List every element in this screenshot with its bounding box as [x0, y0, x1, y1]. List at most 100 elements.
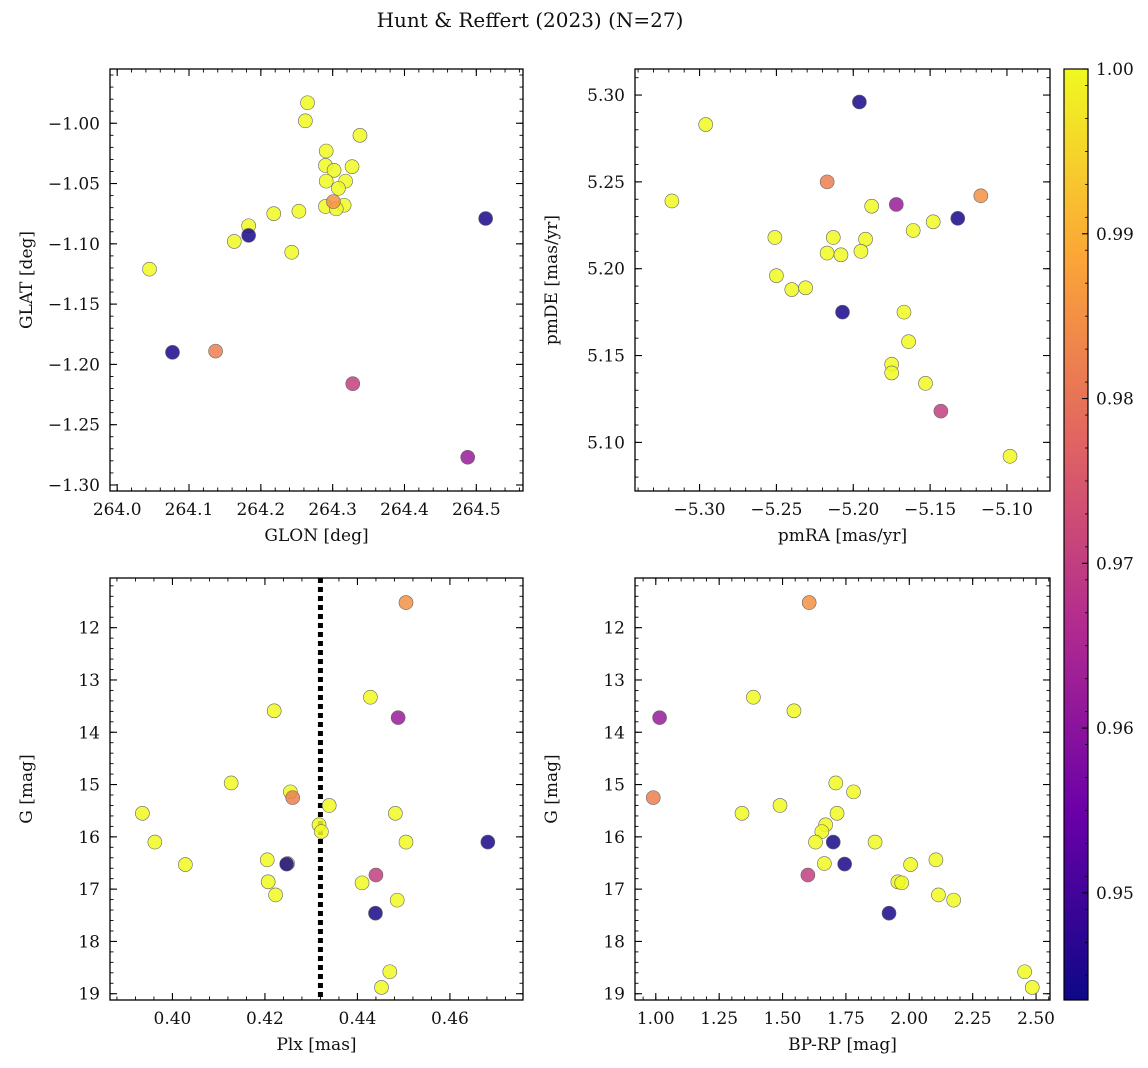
x-tick-label: 1.25 [700, 1009, 738, 1029]
x-axis-label: GLON [deg] [264, 526, 368, 546]
scatter-point [279, 856, 294, 872]
scatter-point [833, 247, 849, 263]
y-tick-label: 14 [603, 723, 625, 743]
scatter-point [390, 710, 406, 725]
scatter-point [800, 867, 816, 883]
y-tick-label: 5.10 [587, 433, 625, 453]
figure-title: Hunt & Reffert (2023) (N=27) [377, 8, 684, 32]
x-tick-label: 264.5 [452, 500, 501, 520]
scatter-point [808, 834, 823, 850]
y-tick-label: 19 [603, 985, 625, 1005]
scatter-point [846, 784, 861, 800]
colorbar-tick-label: 0.95 [1096, 884, 1134, 904]
panel-pmra-pmde: −5.30 −5.25 −5.20 −5.15 −5.10 5.10 5.15 5.20 5.2… [542, 68, 1051, 546]
y-tick-label: −1.15 [48, 295, 100, 315]
scatter-point [896, 304, 912, 320]
x-tick-label: −5.30 [674, 500, 726, 520]
scatter-point [300, 95, 315, 111]
scatter-point [142, 261, 157, 277]
x-tick-label: 1.75 [827, 1009, 865, 1029]
y-tick-label: −1.05 [48, 175, 100, 195]
scatter-point [928, 852, 944, 868]
scatter-series [645, 595, 1040, 995]
y-tick-label: 5.20 [587, 260, 625, 280]
y-tick-label: 5.30 [587, 86, 625, 106]
scatter-point [905, 223, 921, 238]
scatter-point [291, 203, 307, 219]
y-tick-label: 18 [78, 932, 100, 952]
y-tick-label: 19 [78, 985, 100, 1005]
x-tick-label: 0.46 [431, 1009, 469, 1029]
scatter-point [888, 197, 904, 212]
y-tick-label: 12 [603, 619, 625, 639]
scatter-point [165, 345, 180, 360]
x-axis-label: BP-RP [mag] [788, 1035, 897, 1055]
scatter-point [326, 162, 342, 178]
scatter-point [208, 343, 223, 359]
scatter-point [480, 834, 496, 850]
scatter-point [819, 174, 835, 190]
colorbar-tick-label: 1.00 [1096, 60, 1134, 80]
axes-frame [109, 577, 524, 1001]
scatter-point [1017, 964, 1032, 980]
y-tick-label: 16 [603, 828, 625, 848]
scatter-point [260, 874, 276, 890]
scatter-point [326, 194, 341, 209]
scatter-point [478, 211, 493, 226]
scatter-point [352, 128, 368, 143]
scatter-point [950, 211, 966, 226]
x-tick-label: 264.2 [236, 500, 285, 520]
scatter-point [933, 403, 949, 419]
scatter-point [318, 173, 334, 189]
scatter-point [363, 689, 378, 705]
axes-frame [634, 68, 1051, 492]
y-tick-label: 17 [78, 880, 100, 900]
x-tick-label: −5.20 [827, 500, 879, 520]
x-tick-label: 264.3 [308, 500, 357, 520]
scatter-point [946, 892, 961, 908]
scatter-point [772, 798, 788, 813]
scatter-point [829, 806, 845, 821]
scatter-point [901, 334, 916, 349]
scatter-point [266, 703, 282, 719]
scatter-point [321, 798, 337, 813]
scatter-series [664, 94, 1018, 464]
scatter-point [318, 143, 334, 159]
scatter-point [226, 234, 242, 249]
y-axis-label: pmDE [mas/yr] [542, 215, 562, 345]
scatter-point [837, 856, 852, 872]
colorbar-tick-label: 0.98 [1096, 390, 1134, 410]
scatter-point [664, 193, 680, 209]
scatter-point [147, 834, 163, 850]
colorbar-tick-label: 0.96 [1096, 719, 1134, 739]
scatter-point [241, 228, 256, 243]
x-tick-label: 0.42 [246, 1009, 284, 1029]
panel-plx-g: 0.40 0.42 0.44 0.46 12 13 14 15 16 17 18 19 Plx [mas… [17, 577, 524, 1055]
y-tick-label: 12 [78, 619, 100, 639]
scatter-point [903, 857, 918, 872]
scatter-point [817, 856, 832, 871]
x-axis-label: pmRA [mas/yr] [778, 526, 907, 546]
scatter-point [331, 181, 346, 196]
y-tick-label: −1.20 [48, 355, 100, 375]
scatter-point [259, 852, 275, 868]
scatter-point [398, 595, 414, 610]
x-tick-label: 2.50 [1017, 1009, 1055, 1029]
scatter-point [784, 282, 800, 297]
scatter-point [881, 905, 897, 921]
scatter-point [398, 834, 414, 850]
scatter-point [769, 268, 784, 283]
scatter-point [460, 449, 475, 465]
colorbar: 0.95 0.96 0.97 0.98 0.99 1.00 [1063, 60, 1134, 1001]
scatter-point [852, 94, 867, 110]
x-tick-label: 1.50 [764, 1009, 802, 1029]
y-tick-label: 13 [603, 671, 625, 691]
colorbar-tick-label: 0.97 [1096, 554, 1134, 574]
y-tick-label: −1.10 [48, 235, 100, 255]
scatter-series [142, 95, 493, 465]
scatter-point [767, 230, 783, 245]
scatter-point [382, 964, 398, 980]
x-tick-label: −5.25 [750, 500, 802, 520]
scatter-point [918, 376, 933, 391]
